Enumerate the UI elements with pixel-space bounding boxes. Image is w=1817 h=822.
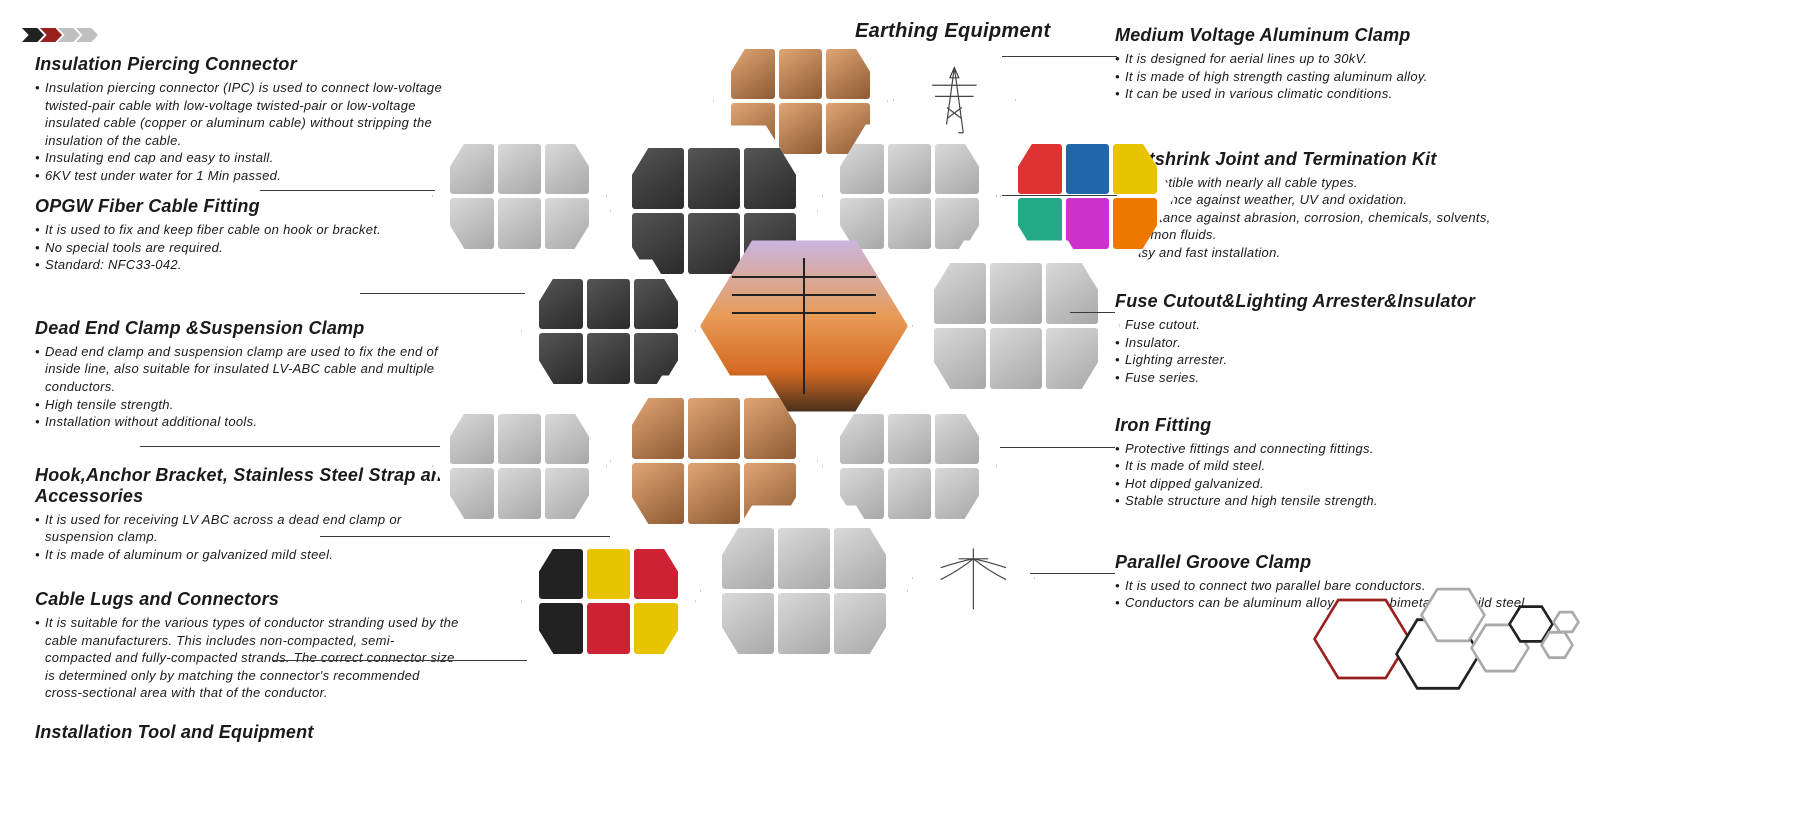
left-block-1-bullet-2: Standard: NFC33-042. [35,256,460,274]
left-block-1-bullets: It is used to fix and keep fiber cable o… [35,221,460,274]
right-block-3-bullets: Protective fittings and connecting fitti… [1115,440,1530,510]
right-block-3-bullet-1: It is made of mild steel. [1115,457,1530,475]
right-block-3-bullet-3: Stable structure and high tensile streng… [1115,492,1530,510]
right-block-3-bullet-2: Hot dipped galvanized. [1115,475,1530,493]
leader-line-9 [1030,573,1115,574]
left-block-1: OPGW Fiber Cable Fitting It is used to fi… [35,196,460,274]
right-text-column: Medium Voltage Aluminum Clamp It is desig… [1115,25,1530,630]
right-block-2: Fuse Cutout&Lighting Arrester&Insulator F… [1115,291,1530,386]
right-block-0-bullet-0: It is designed for aerial lines up to 30… [1115,50,1530,68]
right-block-2-bullet-3: Fuse series. [1115,369,1530,387]
left-block-5: Installation Tool and Equipment [35,722,460,743]
left-block-5-title: Installation Tool and Equipment [35,722,460,743]
leader-line-5 [1002,56,1117,57]
left-block-3-bullet-0: It is used for receiving LV ABC across a… [35,511,460,546]
left-text-column: Insulation Piercing Connector Insulation … [35,54,460,761]
right-block-1-title: Heatshrink Joint and Termination Kit [1115,149,1530,170]
left-block-2-bullet-1: High tensile strength. [35,396,460,414]
left-block-2: Dead End Clamp &Suspension Clamp Dead end… [35,318,460,431]
right-block-1-bullet-3: Easy and fast installation. [1115,244,1530,262]
left-block-2-title: Dead End Clamp &Suspension Clamp [35,318,460,339]
right-block-3-title: Iron Fitting [1115,415,1530,436]
left-block-4-bullet-0: It is suitable for the various types of … [35,614,460,702]
leader-line-2 [140,446,440,447]
left-block-2-bullets: Dead end clamp and suspension clamp are … [35,343,460,431]
right-block-0-bullet-2: It can be used in various climatic condi… [1115,85,1530,103]
right-block-2-bullet-1: Insulator. [1115,334,1530,352]
left-block-2-bullet-2: Installation without additional tools. [35,413,460,431]
left-block-4: Cable Lugs and Connectors It is suitable … [35,589,460,702]
right-block-1-bullet-2: Resistance against abrasion, corrosion, … [1115,209,1530,244]
leader-line-8 [1000,447,1115,448]
right-block-4-title: Parallel Groove Clamp [1115,552,1530,573]
right-block-1-bullet-0: Compatible with nearly all cable types. [1115,174,1530,192]
right-block-2-bullet-0: Fuse cutout. [1115,316,1530,334]
leader-line-0 [260,190,435,191]
right-block-0-title: Medium Voltage Aluminum Clamp [1115,25,1530,46]
leader-line-4 [272,660,527,661]
right-block-1: Heatshrink Joint and Termination Kit Comp… [1115,149,1530,262]
right-block-3: Iron Fitting Protective fittings and conn… [1115,415,1530,510]
left-block-3-title: Hook,Anchor Bracket, Stainless Steel Str… [35,465,460,507]
right-block-3-bullet-0: Protective fittings and connecting fitti… [1115,440,1530,458]
left-block-0-bullet-1: Insulating end cap and easy to install. [35,149,460,167]
installation-tool-hex [521,525,696,677]
left-block-4-title: Cable Lugs and Connectors [35,589,460,610]
left-block-3-bullet-1: It is made of aluminum or galvanized mil… [35,546,460,564]
header-arrow-decoration [22,28,94,42]
right-block-2-title: Fuse Cutout&Lighting Arrester&Insulator [1115,291,1530,312]
left-block-0-bullets: Insulation piercing connector (IPC) is u… [35,79,460,184]
left-block-0-bullet-0: Insulation piercing connector (IPC) is u… [35,79,460,149]
decorative-hex-6 [1552,610,1580,634]
top-title-earthing-equipment: Earthing Equipment [855,20,1050,43]
left-block-1-title: OPGW Fiber Cable Fitting [35,196,460,217]
right-block-1-bullet-1: Resistance against weather, UV and oxida… [1115,191,1530,209]
leader-line-6 [1002,195,1117,196]
right-block-2-bullet-2: Lighting arrester. [1115,351,1530,369]
leader-line-7 [1070,312,1115,313]
left-block-4-bullets: It is suitable for the various types of … [35,614,460,702]
left-block-0-title: Insulation Piercing Connector [35,54,460,75]
right-block-1-bullets: Compatible with nearly all cable types.R… [1115,174,1530,262]
right-block-0-bullet-1: It is made of high strength casting alum… [1115,68,1530,86]
right-block-0-bullets: It is designed for aerial lines up to 30… [1115,50,1530,103]
left-block-3: Hook,Anchor Bracket, Stainless Steel Str… [35,465,460,564]
left-block-2-bullet-0: Dead end clamp and suspension clamp are … [35,343,460,396]
leader-line-1 [360,293,525,294]
right-block-0: Medium Voltage Aluminum Clamp It is desig… [1115,25,1530,103]
leader-line-3 [320,536,610,537]
left-block-1-bullet-0: It is used to fix and keep fiber cable o… [35,221,460,239]
left-block-1-bullet-1: No special tools are required. [35,239,460,257]
left-block-0: Insulation Piercing Connector Insulation … [35,54,460,184]
left-block-0-bullet-2: 6KV test under water for 1 Min passed. [35,167,460,185]
right-block-2-bullets: Fuse cutout.Insulator.Lighting arrester.… [1115,316,1530,386]
pole-icon-hex [912,524,1035,632]
